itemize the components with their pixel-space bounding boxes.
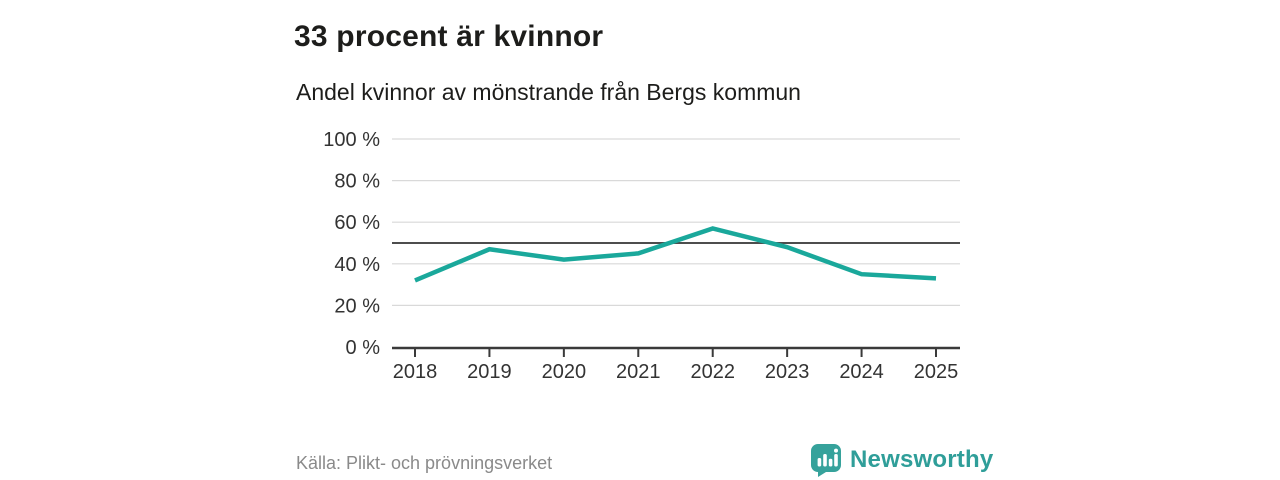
bar-chart-speech-bubble-icon	[811, 444, 841, 477]
data-line	[414, 226, 937, 283]
x-tick-label: 2021	[616, 361, 661, 383]
newsworthy-logo: Newsworthy	[810, 443, 993, 477]
page-title: 33 procent är kvinnor	[294, 20, 604, 54]
y-tick-label: 80 %	[334, 171, 380, 193]
x-tick-label: 2022	[690, 361, 735, 383]
y-tick-label: 60 %	[334, 212, 380, 234]
y-tick-label: 100 %	[323, 129, 380, 151]
line-chart: 0 % 20 % 40 % 60 % 80 % 100 % 2018 2019 2020 2021…	[323, 129, 960, 383]
x-tick-label: 2024	[839, 361, 884, 383]
bar-3	[828, 458, 833, 467]
source-text: Källa: Plikt- och prövningsverket	[296, 453, 553, 473]
bar-1	[817, 458, 822, 467]
newsworthy-wordmark: Newsworthy	[850, 446, 994, 473]
y-tick-label: 20 %	[334, 295, 380, 317]
y-tick-label: 0 %	[346, 337, 381, 359]
exclamation-dot	[834, 448, 838, 453]
x-tick-label: 2025	[914, 361, 959, 383]
x-tick-label: 2023	[765, 361, 810, 383]
chart-subtitle: Andel kvinnor av mönstrande från Bergs k…	[296, 79, 801, 105]
y-tick-label: 40 %	[334, 254, 380, 276]
bar-2	[823, 454, 827, 467]
exclamation-bar	[834, 454, 838, 467]
x-tick-label: 2020	[542, 361, 587, 383]
x-tick-label: 2019	[467, 361, 512, 383]
x-tick-label: 2018	[393, 361, 438, 383]
